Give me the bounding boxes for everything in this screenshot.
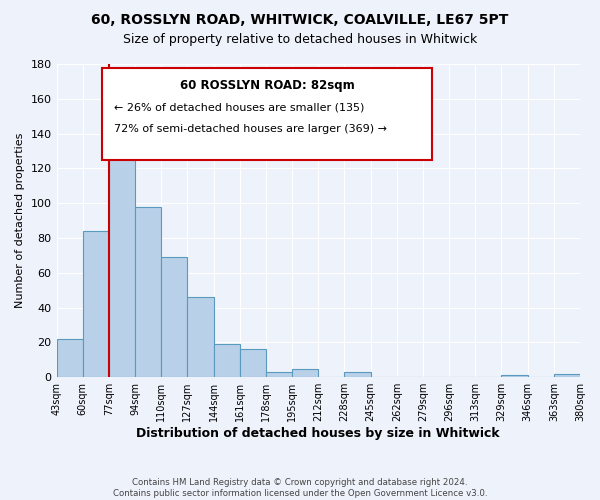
Bar: [187, 297, 214, 377]
Bar: [161, 257, 187, 377]
Bar: [502, 376, 527, 377]
Bar: [240, 350, 266, 377]
Bar: [135, 206, 161, 377]
Text: Size of property relative to detached houses in Whitwick: Size of property relative to detached ho…: [123, 32, 477, 46]
Bar: [292, 368, 318, 377]
Bar: [266, 372, 292, 377]
Bar: [344, 372, 371, 377]
Y-axis label: Number of detached properties: Number of detached properties: [15, 133, 25, 308]
Text: ← 26% of detached houses are smaller (135): ← 26% of detached houses are smaller (13…: [114, 102, 364, 113]
Bar: [109, 125, 135, 377]
Text: Contains HM Land Registry data © Crown copyright and database right 2024.
Contai: Contains HM Land Registry data © Crown c…: [113, 478, 487, 498]
Text: 72% of semi-detached houses are larger (369) →: 72% of semi-detached houses are larger (…: [114, 124, 387, 134]
Bar: [83, 231, 109, 377]
Bar: [554, 374, 580, 377]
Bar: [214, 344, 240, 377]
X-axis label: Distribution of detached houses by size in Whitwick: Distribution of detached houses by size …: [136, 427, 500, 440]
Bar: [56, 339, 83, 377]
Text: 60 ROSSLYN ROAD: 82sqm: 60 ROSSLYN ROAD: 82sqm: [179, 79, 355, 92]
Text: 60, ROSSLYN ROAD, WHITWICK, COALVILLE, LE67 5PT: 60, ROSSLYN ROAD, WHITWICK, COALVILLE, L…: [91, 12, 509, 26]
